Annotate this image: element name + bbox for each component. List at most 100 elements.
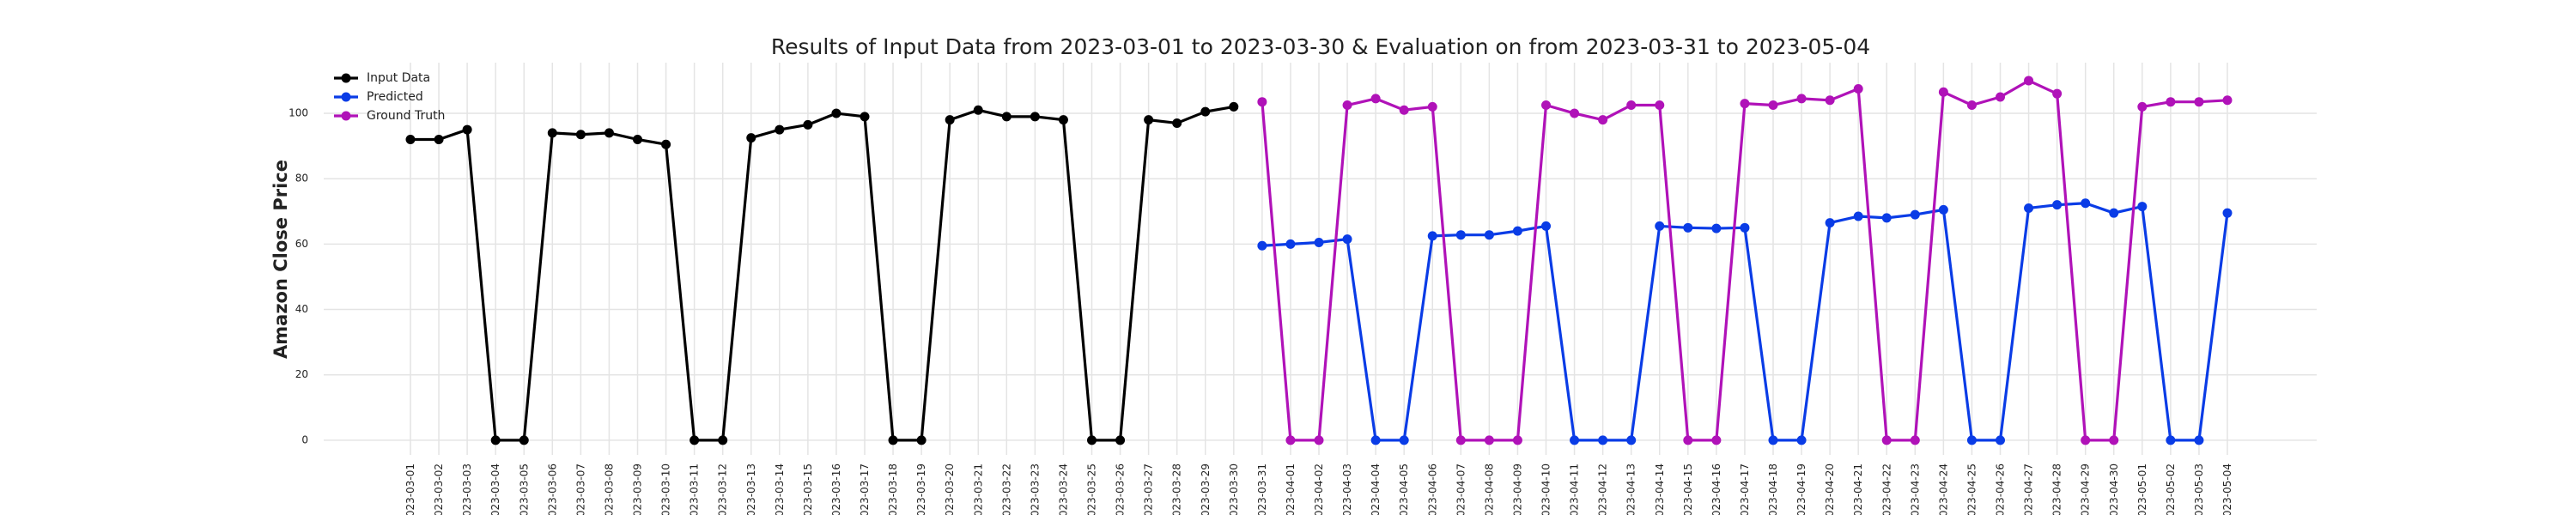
x-tick-label: 2023-03-11 xyxy=(689,464,701,515)
x-tick-label: 2023-03-29 xyxy=(1200,464,1212,515)
point xyxy=(1598,115,1608,125)
point xyxy=(1087,435,1097,445)
legend-label: Input Data xyxy=(367,71,430,85)
point xyxy=(661,139,671,149)
x-tick-label: 2023-03-14 xyxy=(774,464,786,515)
point xyxy=(2081,435,2091,445)
point xyxy=(1881,213,1892,223)
point xyxy=(1598,435,1608,445)
point xyxy=(1796,94,1807,104)
point xyxy=(1229,101,1239,112)
point xyxy=(2222,95,2233,106)
x-tick-label: 2023-03-31 xyxy=(1256,464,1268,515)
x-tick-label: 2023-03-21 xyxy=(972,464,984,515)
x-tick-label: 2023-04-17 xyxy=(1739,464,1751,515)
point xyxy=(1740,222,1750,233)
y-tick-label: 0 xyxy=(301,433,308,445)
point xyxy=(1938,87,1948,97)
point xyxy=(1711,223,1722,233)
x-tick-label: 2023-04-22 xyxy=(1880,464,1893,515)
x-tick-label: 2023-04-29 xyxy=(2080,464,2092,515)
point xyxy=(2166,97,2176,107)
point xyxy=(1825,95,1835,106)
x-tick-label: 2023-04-08 xyxy=(1483,464,1495,515)
point xyxy=(1314,435,1324,445)
x-tick-label: 2023-04-05 xyxy=(1398,464,1410,515)
x-tick-label: 2023-04-09 xyxy=(1511,464,1523,515)
x-tick-label: 2023-03-06 xyxy=(546,464,558,515)
x-tick-label: 2023-04-11 xyxy=(1569,464,1581,515)
x-tick-label: 2023-04-21 xyxy=(1852,464,1864,515)
x-tick-label: 2023-03-24 xyxy=(1057,464,1069,515)
x-tick-label: 2023-03-30 xyxy=(1228,464,1240,515)
x-tick-label: 2023-04-04 xyxy=(1370,464,1382,515)
point xyxy=(1512,435,1522,445)
x-tick-label: 2023-04-13 xyxy=(1625,464,1637,515)
x-tick-label: 2023-03-10 xyxy=(660,464,672,515)
x-tick-label: 2023-05-01 xyxy=(2136,464,2148,515)
x-tick-label: 2023-03-28 xyxy=(1171,464,1183,515)
x-tick-label: 2023-04-15 xyxy=(1682,464,1694,515)
x-tick-label: 2023-05-02 xyxy=(2165,464,2177,515)
point xyxy=(1570,108,1580,118)
point xyxy=(1001,112,1012,122)
x-tick-label: 2023-04-28 xyxy=(2051,464,2063,515)
point xyxy=(1455,435,1466,445)
x-tick-label: 2023-04-07 xyxy=(1455,464,1467,515)
point xyxy=(1427,231,1437,241)
x-tick-label: 2023-03-01 xyxy=(404,464,416,515)
point xyxy=(2137,101,2148,112)
point xyxy=(547,128,557,138)
point xyxy=(803,119,813,130)
x-tick-label: 2023-04-06 xyxy=(1426,464,1438,515)
x-tick-label: 2023-03-12 xyxy=(717,464,729,515)
point xyxy=(888,435,898,445)
point xyxy=(2024,203,2034,213)
point xyxy=(490,435,501,445)
point xyxy=(1285,239,1296,249)
x-tick-label: 2023-04-16 xyxy=(1710,464,1722,515)
point xyxy=(1484,230,1494,240)
point xyxy=(575,130,586,140)
point xyxy=(1370,435,1381,445)
point xyxy=(1626,100,1637,111)
x-tick-label: 2023-03-19 xyxy=(915,464,927,515)
x-tick-label: 2023-03-22 xyxy=(1000,464,1012,515)
point xyxy=(1399,435,1409,445)
point xyxy=(1541,100,1551,111)
x-tick-label: 2023-03-26 xyxy=(1115,464,1127,515)
point xyxy=(519,435,529,445)
point xyxy=(1342,234,1352,245)
point xyxy=(2024,76,2034,86)
x-tick-label: 2023-05-03 xyxy=(2193,464,2205,515)
point xyxy=(1796,435,1807,445)
point xyxy=(1768,435,1778,445)
y-tick-label: 40 xyxy=(295,303,308,315)
point xyxy=(2222,208,2233,218)
point xyxy=(1058,115,1068,125)
point xyxy=(1683,435,1693,445)
point xyxy=(1740,99,1750,109)
x-tick-label: 2023-03-07 xyxy=(574,464,586,515)
point xyxy=(1938,204,1948,215)
point xyxy=(1996,92,2005,102)
point xyxy=(1966,435,1977,445)
x-tick-label: 2023-04-20 xyxy=(1824,464,1836,515)
x-tick-label: 2023-03-16 xyxy=(830,464,842,515)
point xyxy=(2166,435,2176,445)
y-tick-label: 100 xyxy=(289,107,308,119)
x-tick-label: 2023-03-20 xyxy=(944,464,956,515)
x-tick-label: 2023-04-27 xyxy=(2023,464,2035,515)
legend-marker xyxy=(341,92,351,102)
point xyxy=(860,112,870,122)
point xyxy=(462,124,472,135)
x-tick-label: 2023-03-05 xyxy=(518,464,530,515)
point xyxy=(1655,221,1665,231)
x-tick-label: 2023-03-04 xyxy=(489,464,501,515)
x-tick-label: 2023-05-04 xyxy=(2221,464,2233,515)
x-tick-label: 2023-04-26 xyxy=(1995,464,2007,515)
legend-label: Predicted xyxy=(367,90,423,104)
x-tick-label: 2023-04-02 xyxy=(1313,464,1325,515)
legend-marker xyxy=(341,73,351,83)
